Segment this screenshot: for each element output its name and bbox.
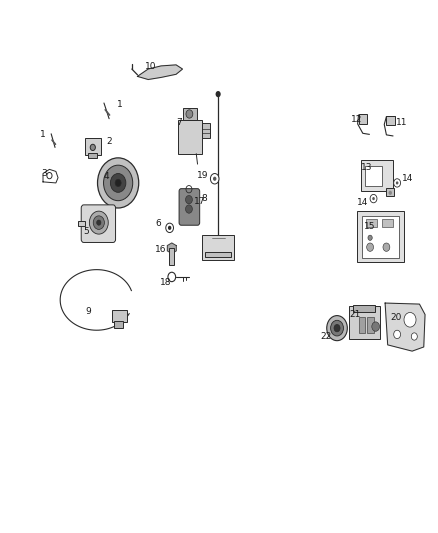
Circle shape — [372, 322, 380, 332]
Text: 15: 15 — [364, 222, 376, 231]
Circle shape — [215, 91, 221, 97]
Text: 1: 1 — [117, 100, 122, 109]
Bar — [382, 220, 393, 228]
Bar — [386, 116, 395, 125]
Text: 14: 14 — [357, 198, 368, 207]
Bar — [184, 108, 197, 120]
Circle shape — [168, 226, 171, 230]
Bar — [358, 317, 365, 333]
Circle shape — [93, 216, 104, 229]
Circle shape — [103, 165, 133, 201]
Text: 22: 22 — [321, 332, 332, 341]
Circle shape — [110, 174, 126, 192]
Bar — [360, 160, 393, 191]
Bar — [169, 248, 174, 265]
Circle shape — [115, 179, 121, 187]
Circle shape — [47, 173, 52, 179]
Bar — [358, 115, 367, 124]
Circle shape — [372, 197, 375, 200]
Circle shape — [210, 174, 219, 184]
Text: 16: 16 — [155, 245, 167, 254]
Circle shape — [327, 316, 347, 341]
Text: 13: 13 — [361, 163, 373, 172]
Bar — [365, 166, 382, 185]
Polygon shape — [385, 303, 425, 351]
Polygon shape — [167, 243, 176, 254]
Circle shape — [394, 330, 401, 338]
Bar — [386, 188, 394, 196]
Bar — [205, 252, 231, 257]
Circle shape — [404, 312, 416, 327]
Text: 9: 9 — [86, 307, 92, 316]
Bar — [114, 321, 123, 328]
Polygon shape — [138, 65, 183, 79]
Text: 8: 8 — [201, 194, 207, 203]
Circle shape — [166, 223, 173, 232]
Text: 12: 12 — [351, 115, 362, 124]
Circle shape — [367, 243, 374, 252]
Circle shape — [389, 191, 392, 195]
Text: 3: 3 — [41, 169, 47, 178]
Circle shape — [368, 235, 372, 240]
Text: 2: 2 — [107, 136, 113, 146]
Text: 11: 11 — [396, 118, 407, 127]
Bar — [202, 235, 234, 260]
Circle shape — [97, 220, 101, 225]
Bar — [112, 310, 127, 322]
FancyBboxPatch shape — [81, 205, 116, 243]
Circle shape — [186, 205, 192, 213]
Circle shape — [98, 158, 139, 208]
Text: 14: 14 — [402, 174, 413, 183]
Circle shape — [331, 320, 343, 336]
Text: 21: 21 — [349, 310, 360, 319]
Text: 4: 4 — [104, 172, 110, 181]
Bar — [178, 120, 202, 154]
Circle shape — [334, 325, 340, 332]
Circle shape — [90, 144, 95, 150]
Circle shape — [411, 333, 417, 340]
Circle shape — [89, 211, 108, 234]
Text: 6: 6 — [155, 219, 161, 228]
Text: 1: 1 — [40, 131, 46, 139]
FancyBboxPatch shape — [179, 189, 200, 225]
Circle shape — [396, 181, 399, 184]
Text: 19: 19 — [197, 171, 208, 180]
Circle shape — [394, 179, 401, 187]
Bar — [367, 317, 374, 333]
Bar — [361, 216, 399, 257]
Text: 10: 10 — [145, 62, 156, 71]
Circle shape — [370, 195, 377, 203]
Bar — [88, 153, 97, 158]
Circle shape — [186, 110, 193, 118]
Circle shape — [186, 196, 192, 204]
Circle shape — [383, 243, 390, 252]
Text: 17: 17 — [194, 197, 206, 206]
Bar — [85, 138, 101, 155]
Text: 18: 18 — [159, 278, 171, 287]
Bar — [349, 306, 380, 339]
Bar — [353, 305, 375, 312]
Text: 5: 5 — [83, 227, 89, 236]
Bar — [78, 221, 85, 227]
Bar — [202, 123, 209, 138]
Bar — [357, 211, 403, 262]
Bar — [366, 220, 377, 228]
Circle shape — [213, 176, 216, 181]
Text: 20: 20 — [390, 313, 402, 322]
Text: 7: 7 — [177, 118, 182, 127]
